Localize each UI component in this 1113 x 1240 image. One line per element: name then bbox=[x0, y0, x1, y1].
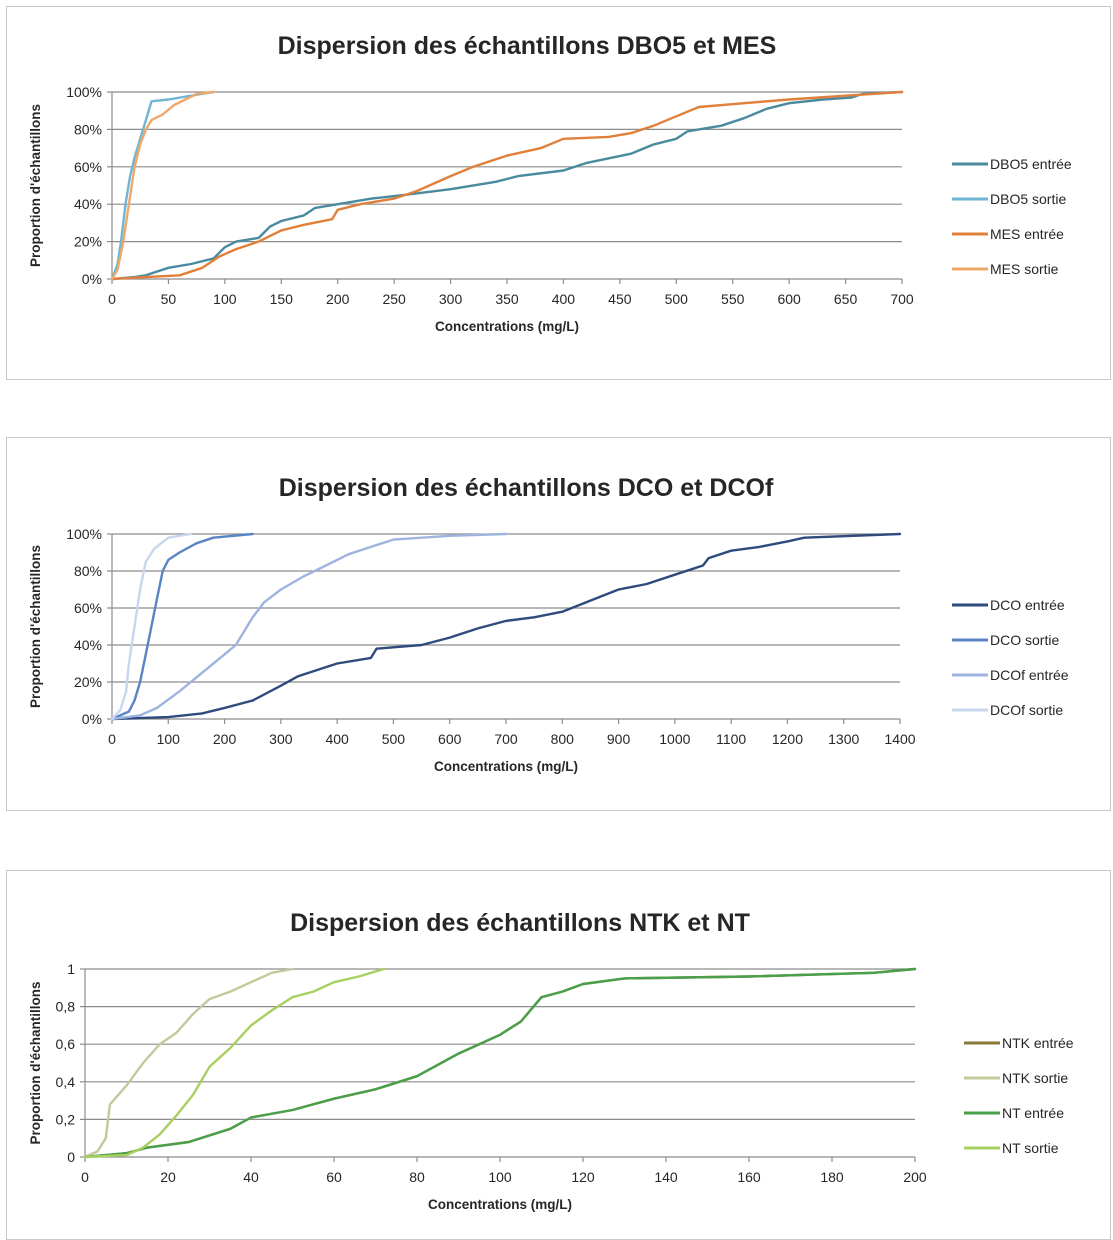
x-tick-label: 40 bbox=[243, 1169, 259, 1185]
x-tick-label: 80 bbox=[409, 1169, 425, 1185]
x-tick-label: 0 bbox=[108, 731, 116, 747]
x-tick-label: 200 bbox=[213, 731, 237, 747]
x-tick-label: 1400 bbox=[884, 731, 915, 747]
y-tick-label: 0,4 bbox=[56, 1074, 76, 1090]
y-axis-label: Proportion d'échantillons bbox=[28, 104, 43, 267]
x-tick-label: 550 bbox=[721, 291, 745, 307]
x-tick-label: 350 bbox=[495, 291, 519, 307]
y-tick-label: 1 bbox=[67, 961, 75, 977]
y-tick-label: 60% bbox=[74, 600, 102, 616]
series-line-dcof-entree bbox=[110, 532, 508, 721]
x-tick-label: 1000 bbox=[659, 731, 690, 747]
x-tick-label: 100 bbox=[157, 731, 181, 747]
series-line-dco-sortie bbox=[110, 532, 254, 721]
x-tick-label: 800 bbox=[551, 731, 575, 747]
chart-dbo5-mes: Dispersion des échantillons DBO5 et MES 0… bbox=[28, 32, 1072, 334]
x-tick-label: 140 bbox=[654, 1169, 678, 1185]
y-tick-label: 100% bbox=[66, 84, 102, 100]
x-tick-label: 1200 bbox=[772, 731, 803, 747]
x-tick-label: 700 bbox=[494, 731, 518, 747]
legend-label-ntk-sortie: NTK sortie bbox=[1002, 1070, 1068, 1086]
y-tick-label: 80% bbox=[74, 121, 102, 137]
chart-ntk-nt: Dispersion des échantillons NTK et NT 0 0,… bbox=[28, 909, 1074, 1212]
y-tick-label: 0 bbox=[67, 1149, 75, 1165]
series-line-dcof-sortie bbox=[110, 532, 192, 721]
x-tick-label: 60 bbox=[326, 1169, 342, 1185]
y-tick-label: 20% bbox=[74, 674, 102, 690]
x-tick-label: 200 bbox=[326, 291, 350, 307]
y-tick-label: 0,2 bbox=[56, 1111, 76, 1127]
y-tick-label: 100% bbox=[66, 526, 102, 542]
x-tick-label: 650 bbox=[834, 291, 858, 307]
legend-label-dbo5-sortie: DBO5 sortie bbox=[990, 191, 1066, 207]
x-tick-label: 0 bbox=[81, 1169, 89, 1185]
legend-label-nt-sortie: NT sortie bbox=[1002, 1140, 1059, 1156]
chart-panel-ntk-nt: Dispersion des échantillons NTK et NT 0 0,… bbox=[6, 870, 1111, 1240]
x-axis-label: Concentrations (mg/L) bbox=[428, 1197, 572, 1212]
y-tick-label: 40% bbox=[74, 196, 102, 212]
x-tick-label: 600 bbox=[438, 731, 462, 747]
series-line-dbo5-entree bbox=[110, 90, 904, 281]
y-tick-label: 0,8 bbox=[56, 999, 76, 1015]
x-tick-label: 500 bbox=[665, 291, 689, 307]
x-axis-label: Concentrations (mg/L) bbox=[435, 319, 579, 334]
x-tick-label: 160 bbox=[737, 1169, 761, 1185]
x-tick-label: 300 bbox=[439, 291, 463, 307]
x-tick-label: 200 bbox=[903, 1169, 927, 1185]
legend-label-ntk-entree: NTK entrée bbox=[1002, 1035, 1074, 1051]
series-line-mes-sortie bbox=[110, 90, 215, 281]
chart-panel-dco-dcof: Dispersion des échantillons DCO et DCOf 0… bbox=[6, 437, 1111, 811]
y-tick-label: 0% bbox=[82, 271, 102, 287]
x-tick-label: 0 bbox=[108, 291, 116, 307]
chart-panel-dbo5-mes: Dispersion des échantillons DBO5 et MES 0… bbox=[6, 6, 1111, 380]
y-tick-label: 0,6 bbox=[56, 1036, 76, 1052]
series-line-dco-entree bbox=[110, 532, 902, 721]
series-line-dbo5-sortie bbox=[110, 90, 215, 281]
series-line-ntk-sortie bbox=[83, 967, 294, 1159]
x-tick-label: 450 bbox=[608, 291, 632, 307]
legend-label-dbo5-entree: DBO5 entrée bbox=[990, 156, 1072, 172]
x-tick-label: 20 bbox=[160, 1169, 176, 1185]
y-tick-label: 20% bbox=[74, 234, 102, 250]
x-tick-label: 900 bbox=[607, 731, 631, 747]
x-tick-label: 300 bbox=[269, 731, 293, 747]
x-tick-label: 100 bbox=[213, 291, 237, 307]
y-tick-label: 0% bbox=[82, 711, 102, 727]
x-tick-label: 120 bbox=[571, 1169, 595, 1185]
x-tick-label: 180 bbox=[820, 1169, 844, 1185]
chart-dco-dcof: Dispersion des échantillons DCO et DCOf 0… bbox=[28, 474, 1069, 774]
series-line-mes-entree bbox=[110, 90, 904, 281]
x-tick-label: 1100 bbox=[716, 731, 746, 747]
x-tick-label: 700 bbox=[890, 291, 914, 307]
chart-title: Dispersion des échantillons DCO et DCOf bbox=[279, 474, 774, 502]
y-tick-label: 40% bbox=[74, 637, 102, 653]
legend-label-dco-sortie: DCO sortie bbox=[990, 632, 1059, 648]
x-tick-label: 100 bbox=[488, 1169, 512, 1185]
chart-title: Dispersion des échantillons NTK et NT bbox=[290, 909, 750, 937]
legend-label-mes-entree: MES entrée bbox=[990, 226, 1064, 242]
legend-label-mes-sortie: MES sortie bbox=[990, 261, 1059, 277]
legend-label-nt-entree: NT entrée bbox=[1002, 1105, 1064, 1121]
legend-label-dco-entree: DCO entrée bbox=[990, 597, 1065, 613]
x-tick-label: 400 bbox=[552, 291, 576, 307]
y-axis-label: Proportion d'échantillons bbox=[28, 982, 43, 1145]
x-tick-label: 400 bbox=[325, 731, 349, 747]
y-tick-label: 60% bbox=[74, 159, 102, 175]
x-tick-label: 1300 bbox=[828, 731, 859, 747]
x-axis-label: Concentrations (mg/L) bbox=[434, 759, 578, 774]
x-tick-label: 500 bbox=[382, 731, 406, 747]
x-tick-label: 150 bbox=[270, 291, 294, 307]
series-line-ntk-entree bbox=[83, 967, 917, 1159]
legend-label-dcof-entree: DCOf entrée bbox=[990, 667, 1069, 683]
x-tick-label: 600 bbox=[777, 291, 801, 307]
x-tick-label: 250 bbox=[382, 291, 406, 307]
chart-title: Dispersion des échantillons DBO5 et MES bbox=[278, 32, 777, 60]
series-line-nt-entree bbox=[83, 967, 917, 1159]
series-line-nt-sortie bbox=[83, 967, 385, 1159]
y-tick-label: 80% bbox=[74, 563, 102, 579]
y-axis-label: Proportion d'échantillons bbox=[28, 545, 43, 708]
x-tick-label: 50 bbox=[161, 291, 177, 307]
legend-label-dcof-sortie: DCOf sortie bbox=[990, 702, 1063, 718]
